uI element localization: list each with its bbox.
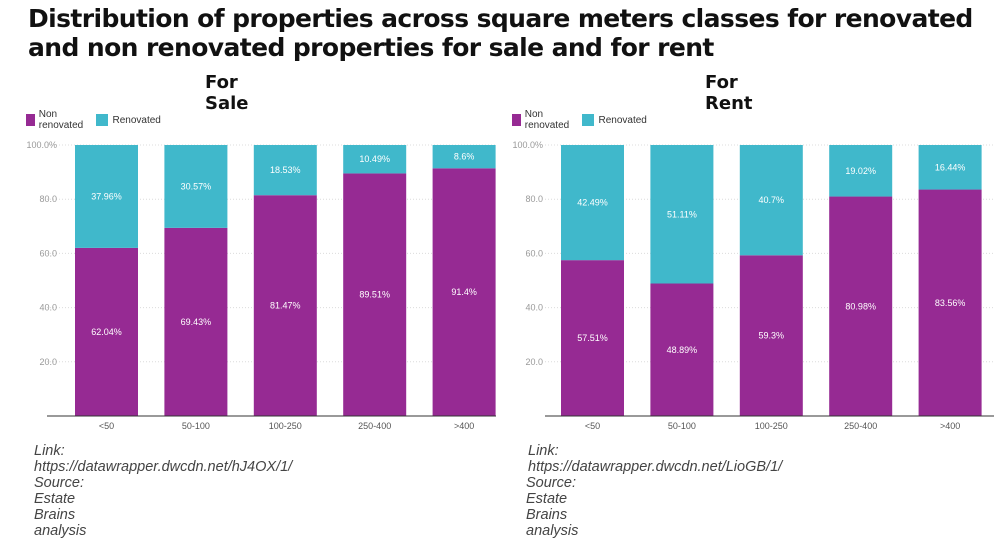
bar-renovated [739, 145, 803, 256]
bar-non-renovated [918, 189, 982, 416]
data-label-renovated: 51.11% [667, 209, 697, 219]
chart-source-note: Source: Estate Brains analysis [34, 475, 87, 539]
data-label-non-renovated: 89.51% [359, 290, 390, 300]
data-label-non-renovated: 81.47% [270, 301, 301, 311]
bar-renovated [650, 145, 714, 284]
data-label-renovated: 40.7% [759, 195, 785, 205]
x-tick-label: 50-100 [668, 421, 696, 431]
legend-swatch [26, 114, 35, 126]
data-label-non-renovated: 69.43% [181, 317, 212, 327]
y-tick-label: 20.0 [39, 357, 57, 367]
legend-label: Non renovated [524, 109, 570, 131]
x-tick-label: 100-250 [755, 421, 788, 431]
bar-renovated [343, 145, 407, 174]
y-tick-label: 80.0 [525, 194, 543, 204]
chart-subtitle: For Rent [705, 72, 753, 114]
chart-legend: Non renovated Renovated [26, 109, 171, 131]
data-label-renovated: 18.53% [270, 165, 301, 175]
data-label-renovated: 30.57% [181, 181, 212, 191]
bar-non-renovated [75, 247, 138, 416]
legend-item-renovated: Renovated [582, 114, 647, 126]
legend-swatch [582, 114, 595, 126]
bar-renovated [75, 145, 138, 248]
bar-non-renovated [829, 196, 893, 416]
x-tick-label: >400 [454, 421, 474, 431]
bar-renovated [432, 145, 496, 169]
legend-label: Renovated [598, 114, 647, 126]
data-label-renovated: 8.6% [454, 152, 475, 162]
data-label-renovated: 42.49% [577, 198, 608, 208]
bar-renovated [829, 145, 893, 197]
bar-non-renovated [343, 173, 407, 416]
bar-chart-rent: 100.0% 80.0 60.0 40.0 20.0 57.51% 42.49% <50 48.… [512, 140, 994, 431]
bar-non-renovated [253, 195, 317, 416]
x-tick-label: 250-400 [358, 421, 391, 431]
bar-renovated [561, 145, 624, 261]
bar-renovated [164, 145, 228, 228]
page-title: Distribution of properties across square… [28, 4, 973, 62]
bar-non-renovated [432, 168, 496, 416]
y-tick-label: 40.0 [39, 303, 57, 313]
legend-item-renovated: Renovated [96, 114, 161, 126]
legend-swatch [512, 114, 521, 126]
chart-subtitle: For Sale [205, 72, 249, 114]
bar-renovated [918, 145, 982, 190]
bar-chart-sale: 100.0% 80.0 60.0 40.0 20.0 62.04% 37.96% <50 69.… [26, 140, 496, 431]
x-tick-label: 100-250 [269, 421, 302, 431]
data-label-renovated: 19.02% [845, 166, 876, 176]
x-tick-label: 50-100 [182, 421, 210, 431]
data-label-non-renovated: 80.98% [845, 301, 876, 311]
data-label-non-renovated: 91.4% [451, 287, 477, 297]
legend-label: Renovated [112, 114, 161, 126]
x-tick-label: <50 [99, 421, 114, 431]
chart-legend: Non renovated Renovated [512, 109, 657, 131]
bar-non-renovated [561, 260, 624, 416]
chart-link-note: Link: https://datawrapper.dwcdn.net/hJ4O… [34, 443, 293, 475]
y-tick-label: 80.0 [39, 194, 57, 204]
data-label-non-renovated: 48.89% [667, 345, 698, 355]
data-label-non-renovated: 57.51% [577, 333, 608, 343]
legend-swatch [96, 114, 109, 126]
bar-renovated [253, 145, 317, 196]
legend-item-non-renovated: Non renovated [26, 109, 86, 131]
data-label-renovated: 10.49% [359, 154, 390, 164]
x-tick-label: 250-400 [844, 421, 877, 431]
data-label-renovated: 37.96% [91, 191, 122, 201]
chart-link-note: Link: https://datawrapper.dwcdn.net/LioG… [528, 443, 783, 475]
data-label-renovated: 16.44% [935, 162, 966, 172]
chart-source-note: Source: Estate Brains analysis [526, 475, 579, 539]
y-tick-label: 100.0% [512, 140, 543, 150]
bar-non-renovated [739, 255, 803, 416]
data-label-non-renovated: 59.3% [759, 331, 785, 341]
x-tick-label: <50 [585, 421, 600, 431]
y-tick-label: 60.0 [525, 248, 543, 258]
y-tick-label: 100.0% [26, 140, 57, 150]
legend-label: Non renovated [38, 109, 84, 131]
y-tick-label: 40.0 [525, 303, 543, 313]
legend-item-non-renovated: Non renovated [512, 109, 572, 131]
y-tick-label: 60.0 [39, 248, 57, 258]
data-label-non-renovated: 83.56% [935, 298, 966, 308]
bar-non-renovated [650, 283, 714, 416]
data-label-non-renovated: 62.04% [91, 327, 122, 337]
x-tick-label: >400 [940, 421, 960, 431]
bar-non-renovated [164, 227, 228, 416]
y-tick-label: 20.0 [525, 357, 543, 367]
